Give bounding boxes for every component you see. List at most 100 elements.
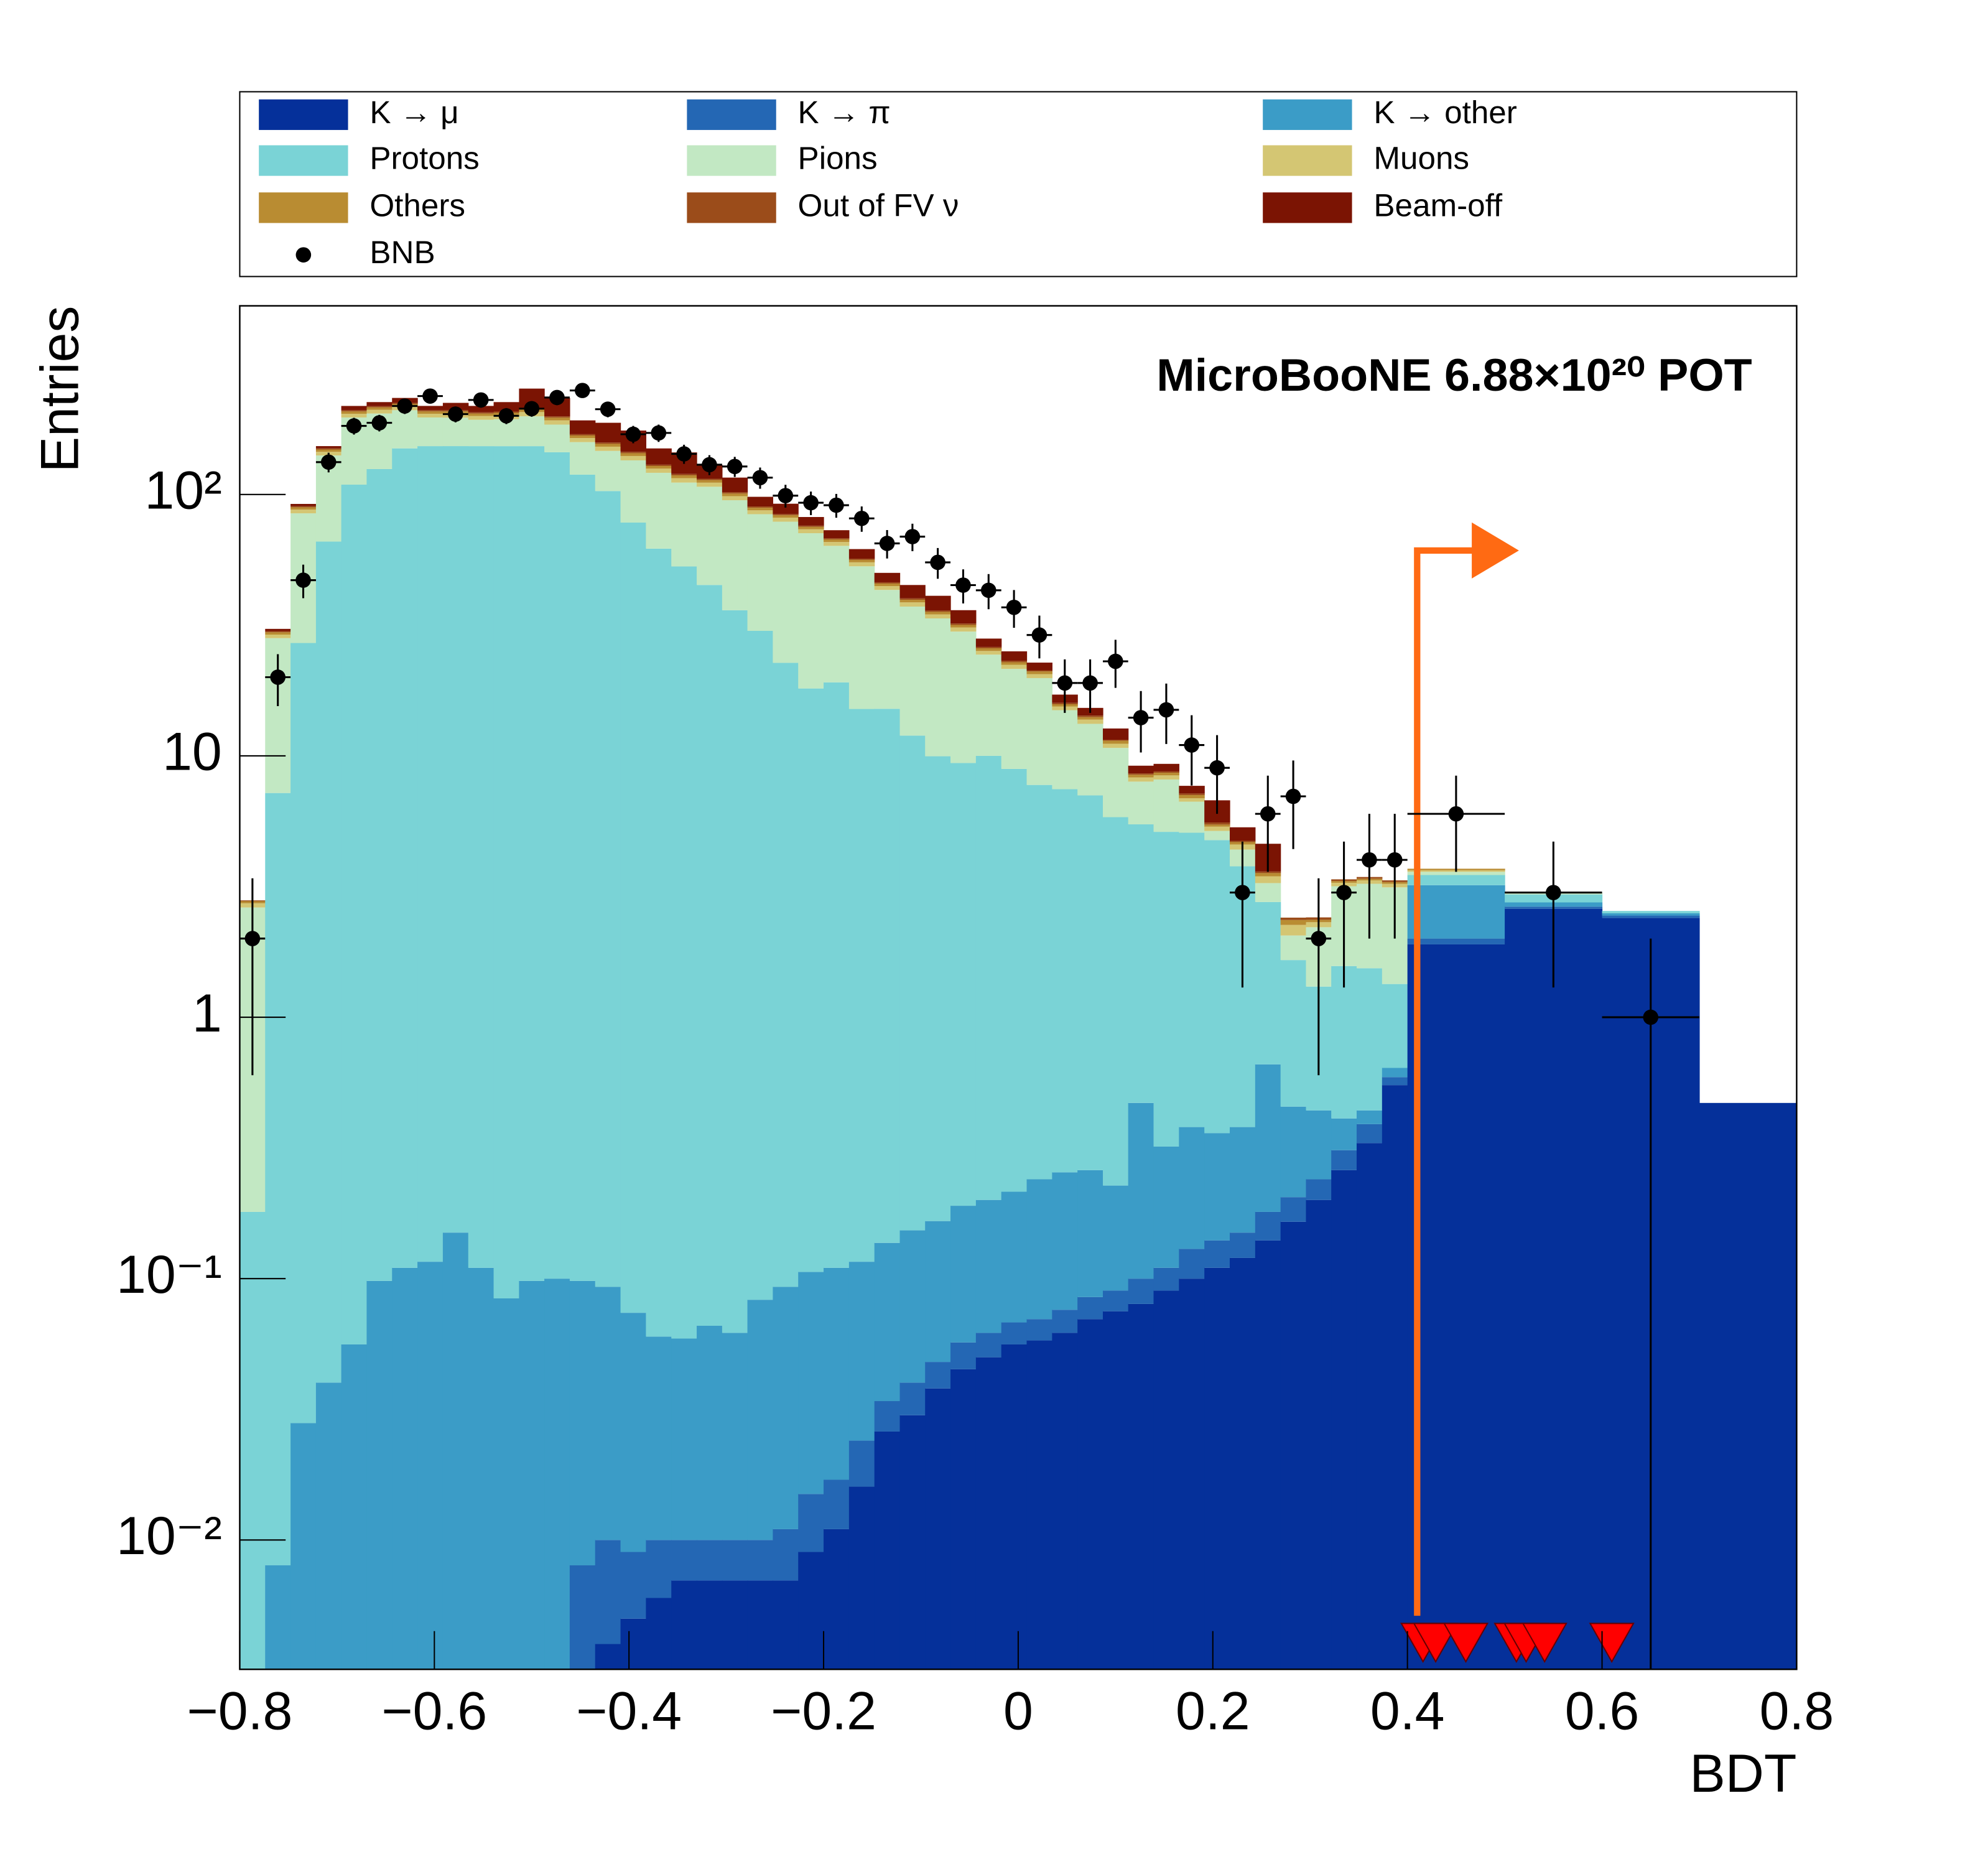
histogram-segment [950, 1369, 977, 1670]
histogram-segment [899, 1230, 926, 1383]
histogram-segment [468, 406, 495, 412]
histogram-segment [722, 500, 748, 610]
histogram-segment [519, 1280, 545, 1670]
legend-swatch [687, 145, 776, 176]
histogram-segment [1103, 1185, 1129, 1291]
event-marker [1521, 1623, 1568, 1663]
histogram-segment [569, 474, 596, 1281]
histogram-segment [671, 1540, 697, 1581]
histogram-segment [341, 410, 368, 412]
histogram-segment [1153, 1146, 1179, 1268]
histogram-segment [1001, 1322, 1028, 1344]
legend-swatch [1263, 192, 1352, 223]
histogram-segment [646, 1336, 672, 1540]
histogram-segment [874, 1431, 901, 1670]
histogram-segment [315, 449, 342, 452]
y-tick-label: 10 [162, 722, 222, 782]
data-point [1108, 653, 1123, 669]
data-point [498, 408, 514, 424]
histogram-segment [646, 472, 672, 549]
histogram-segment [925, 612, 951, 615]
histogram-segment [1356, 968, 1383, 1111]
histogram-segment [1103, 743, 1129, 748]
y-axis-label: Entries [30, 306, 90, 473]
histogram-segment [975, 1199, 1002, 1333]
data-point [676, 446, 692, 462]
histogram-segment [798, 525, 824, 527]
histogram-segment [265, 1565, 291, 1670]
histogram-segment [366, 468, 392, 1281]
histogram-segment [265, 632, 291, 635]
histogram-segment [519, 416, 545, 447]
legend-label: Out of FV ν [798, 187, 959, 223]
data-point [524, 401, 540, 417]
histogram-segment [824, 539, 850, 543]
data-point [346, 418, 362, 434]
data-point [980, 582, 996, 598]
histogram-segment [1001, 768, 1028, 1192]
histogram-segment [773, 1580, 799, 1670]
x-tick-label: 0.4 [1370, 1682, 1445, 1741]
histogram-segment [620, 1618, 647, 1670]
histogram-segment [1179, 1249, 1205, 1279]
histogram-segment [747, 510, 774, 515]
histogram-segment [824, 682, 850, 1268]
histogram-segment [1331, 966, 1357, 1119]
histogram-segment [595, 491, 621, 1287]
histogram-segment [417, 417, 444, 447]
histogram-segment [1204, 1267, 1230, 1670]
histogram-segment [848, 549, 875, 559]
legend-label: BNB [369, 235, 435, 270]
histogram-segment [1052, 1310, 1078, 1333]
histogram-segment [798, 526, 824, 529]
histogram-segment [950, 610, 977, 624]
histogram-segment [798, 688, 824, 1272]
data-point [702, 457, 717, 473]
histogram-segment [1103, 740, 1129, 744]
histogram-segment [798, 1552, 824, 1670]
histogram-segment [290, 510, 317, 514]
histogram-segment [569, 442, 596, 475]
histogram-segment [925, 756, 951, 1221]
histogram-segment [1026, 785, 1052, 1180]
histogram-segment [975, 646, 1002, 649]
x-tick-label: −0.8 [187, 1682, 293, 1741]
histogram-segment [925, 1362, 951, 1389]
x-tick-label: −0.2 [771, 1682, 876, 1741]
histogram-segment [1001, 1191, 1028, 1323]
data-point [371, 415, 388, 431]
histogram-segment [1280, 935, 1307, 961]
histogram-segment [341, 411, 368, 414]
histogram-segment [722, 1580, 748, 1670]
histogram-segment [874, 1401, 901, 1432]
histogram-segment [671, 566, 697, 1339]
histogram-segment [519, 1677, 544, 1733]
histogram-segment [1306, 1199, 1332, 1670]
histogram-segment [874, 590, 901, 709]
histogram-segment [899, 1382, 926, 1415]
data-point [320, 454, 337, 470]
histogram-segment [1103, 817, 1129, 1186]
histogram-segment [1230, 841, 1256, 842]
histogram-segment [1077, 1319, 1103, 1670]
histogram-segment [1356, 1143, 1383, 1670]
data-point [549, 389, 565, 406]
histogram-segment [1255, 871, 1281, 873]
histogram-segment [366, 402, 392, 406]
histogram-segment [646, 548, 672, 1337]
histogram-segment [1179, 832, 1205, 1127]
data-point [651, 425, 667, 441]
plot-area [239, 383, 1797, 1733]
legend-swatch [687, 99, 776, 130]
histogram-segment [1230, 1257, 1256, 1670]
histogram-segment [1204, 1240, 1230, 1268]
histogram-segment [1077, 1170, 1103, 1297]
histogram-segment [1356, 1124, 1383, 1143]
histogram-segment [468, 412, 495, 414]
histogram-segment [1602, 911, 1700, 913]
histogram-segment [773, 518, 799, 522]
histogram-segment [747, 630, 774, 1300]
histogram-segment [595, 446, 621, 451]
histogram-segment [468, 419, 495, 447]
histogram-segment [1407, 938, 1505, 944]
